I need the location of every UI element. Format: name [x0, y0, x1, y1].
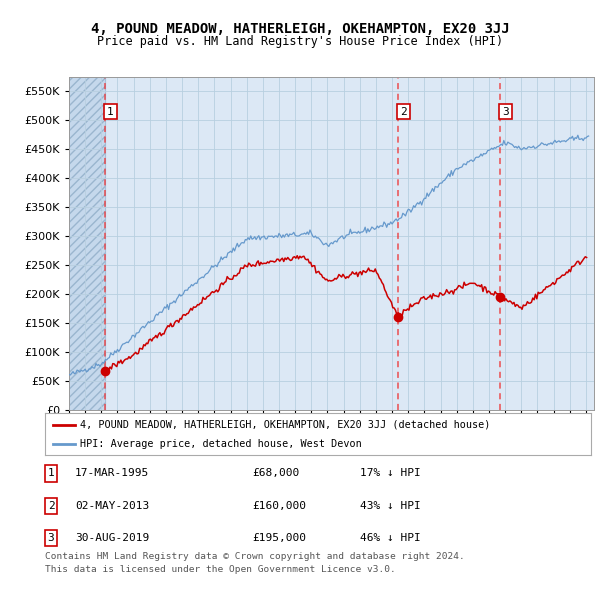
Text: 2: 2: [47, 501, 55, 511]
Text: £68,000: £68,000: [252, 468, 299, 478]
Text: 1: 1: [107, 107, 114, 117]
Text: Contains HM Land Registry data © Crown copyright and database right 2024.: Contains HM Land Registry data © Crown c…: [45, 552, 465, 561]
Text: 43% ↓ HPI: 43% ↓ HPI: [360, 501, 421, 511]
Text: 1: 1: [47, 468, 55, 478]
Text: This data is licensed under the Open Government Licence v3.0.: This data is licensed under the Open Gov…: [45, 565, 396, 574]
Text: £160,000: £160,000: [252, 501, 306, 511]
Text: 3: 3: [47, 533, 55, 543]
Bar: [69, 77, 104, 410]
Text: 46% ↓ HPI: 46% ↓ HPI: [360, 533, 421, 543]
Text: 4, POUND MEADOW, HATHERLEIGH, OKEHAMPTON, EX20 3JJ (detached house): 4, POUND MEADOW, HATHERLEIGH, OKEHAMPTON…: [80, 420, 491, 430]
Text: 2: 2: [400, 107, 407, 117]
Bar: [69, 77, 104, 410]
Text: £195,000: £195,000: [252, 533, 306, 543]
Text: HPI: Average price, detached house, West Devon: HPI: Average price, detached house, West…: [80, 438, 362, 448]
Text: 4, POUND MEADOW, HATHERLEIGH, OKEHAMPTON, EX20 3JJ: 4, POUND MEADOW, HATHERLEIGH, OKEHAMPTON…: [91, 22, 509, 37]
Text: 17-MAR-1995: 17-MAR-1995: [75, 468, 149, 478]
Text: 30-AUG-2019: 30-AUG-2019: [75, 533, 149, 543]
Text: Price paid vs. HM Land Registry's House Price Index (HPI): Price paid vs. HM Land Registry's House …: [97, 35, 503, 48]
Text: 17% ↓ HPI: 17% ↓ HPI: [360, 468, 421, 478]
Text: 02-MAY-2013: 02-MAY-2013: [75, 501, 149, 511]
Text: 3: 3: [502, 107, 509, 117]
